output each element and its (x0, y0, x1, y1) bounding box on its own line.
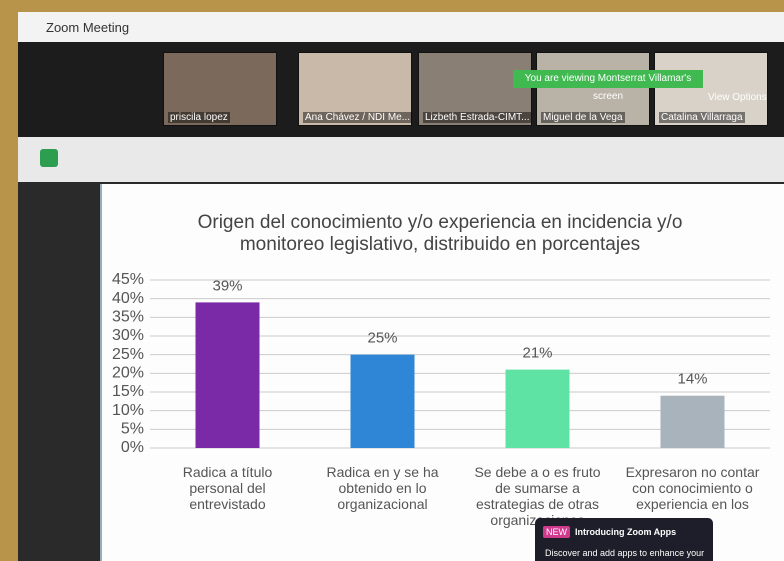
value-label: 14% (677, 371, 707, 388)
x-tick-label: Radica a título personal del entrevistad… (158, 464, 298, 512)
bar (506, 370, 570, 448)
chart-title: Origen del conocimiento y/o experiencia … (190, 212, 690, 256)
y-tick-label: 0% (121, 439, 144, 456)
popup-text: Discover and add apps to enhance your (545, 548, 704, 558)
y-tick-label: 35% (112, 309, 144, 326)
y-tick-label: 15% (112, 383, 144, 400)
bar (196, 302, 260, 448)
y-tick-label: 20% (112, 365, 144, 382)
y-tick-label: 45% (112, 271, 144, 288)
y-tick-label: 25% (112, 346, 144, 363)
value-label: 39% (212, 277, 242, 294)
y-tick-label: 5% (121, 421, 144, 438)
zoom-apps-popup[interactable]: NEW Introducing Zoom Apps Discover and a… (535, 518, 713, 561)
y-tick-label: 30% (112, 327, 144, 344)
x-tick-label: Radica en y se ha obtenido en lo organiz… (313, 464, 453, 512)
popup-title: Introducing Zoom Apps (575, 527, 676, 537)
value-label: 21% (522, 345, 552, 362)
value-label: 25% (367, 330, 397, 347)
new-badge: NEW (543, 526, 570, 538)
y-tick-label: 40% (112, 290, 144, 307)
x-tick-label: Expresaron no contar con conocimiento o … (623, 464, 763, 512)
y-tick-label: 10% (112, 402, 144, 419)
screen: Zoom Meeting priscila lopez Ana Chávez /… (0, 0, 784, 561)
bar (351, 355, 415, 448)
bar (661, 396, 725, 448)
